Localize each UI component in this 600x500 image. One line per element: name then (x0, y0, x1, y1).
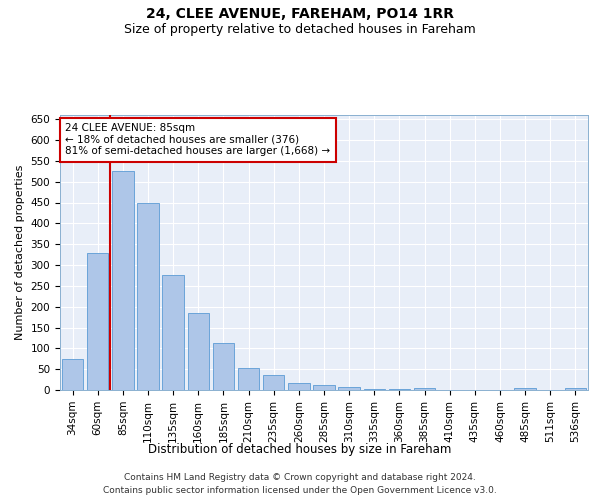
Y-axis label: Number of detached properties: Number of detached properties (15, 165, 25, 340)
Bar (137, 202, 158, 390)
Text: Contains public sector information licensed under the Open Government Licence v3: Contains public sector information licen… (103, 486, 497, 495)
Bar (338, 386, 360, 390)
Bar (364, 389, 385, 390)
Bar (87, 252, 109, 390)
Text: Distribution of detached houses by size in Fareham: Distribution of detached houses by size … (148, 442, 452, 456)
Text: Contains HM Land Registry data © Crown copyright and database right 2024.: Contains HM Land Registry data © Crown c… (124, 472, 476, 482)
Bar (62, 359, 83, 390)
Bar (238, 368, 259, 390)
Bar (414, 388, 435, 390)
Text: 24 CLEE AVENUE: 85sqm
← 18% of detached houses are smaller (376)
81% of semi-det: 24 CLEE AVENUE: 85sqm ← 18% of detached … (65, 123, 331, 156)
Bar (565, 388, 586, 390)
Bar (213, 343, 234, 390)
Bar (112, 171, 134, 390)
Bar (389, 389, 410, 390)
Bar (514, 388, 536, 390)
Bar (188, 313, 209, 390)
Bar (313, 384, 335, 390)
Text: Size of property relative to detached houses in Fareham: Size of property relative to detached ho… (124, 22, 476, 36)
Bar (288, 383, 310, 390)
Bar (263, 375, 284, 390)
Bar (163, 276, 184, 390)
Text: 24, CLEE AVENUE, FAREHAM, PO14 1RR: 24, CLEE AVENUE, FAREHAM, PO14 1RR (146, 8, 454, 22)
